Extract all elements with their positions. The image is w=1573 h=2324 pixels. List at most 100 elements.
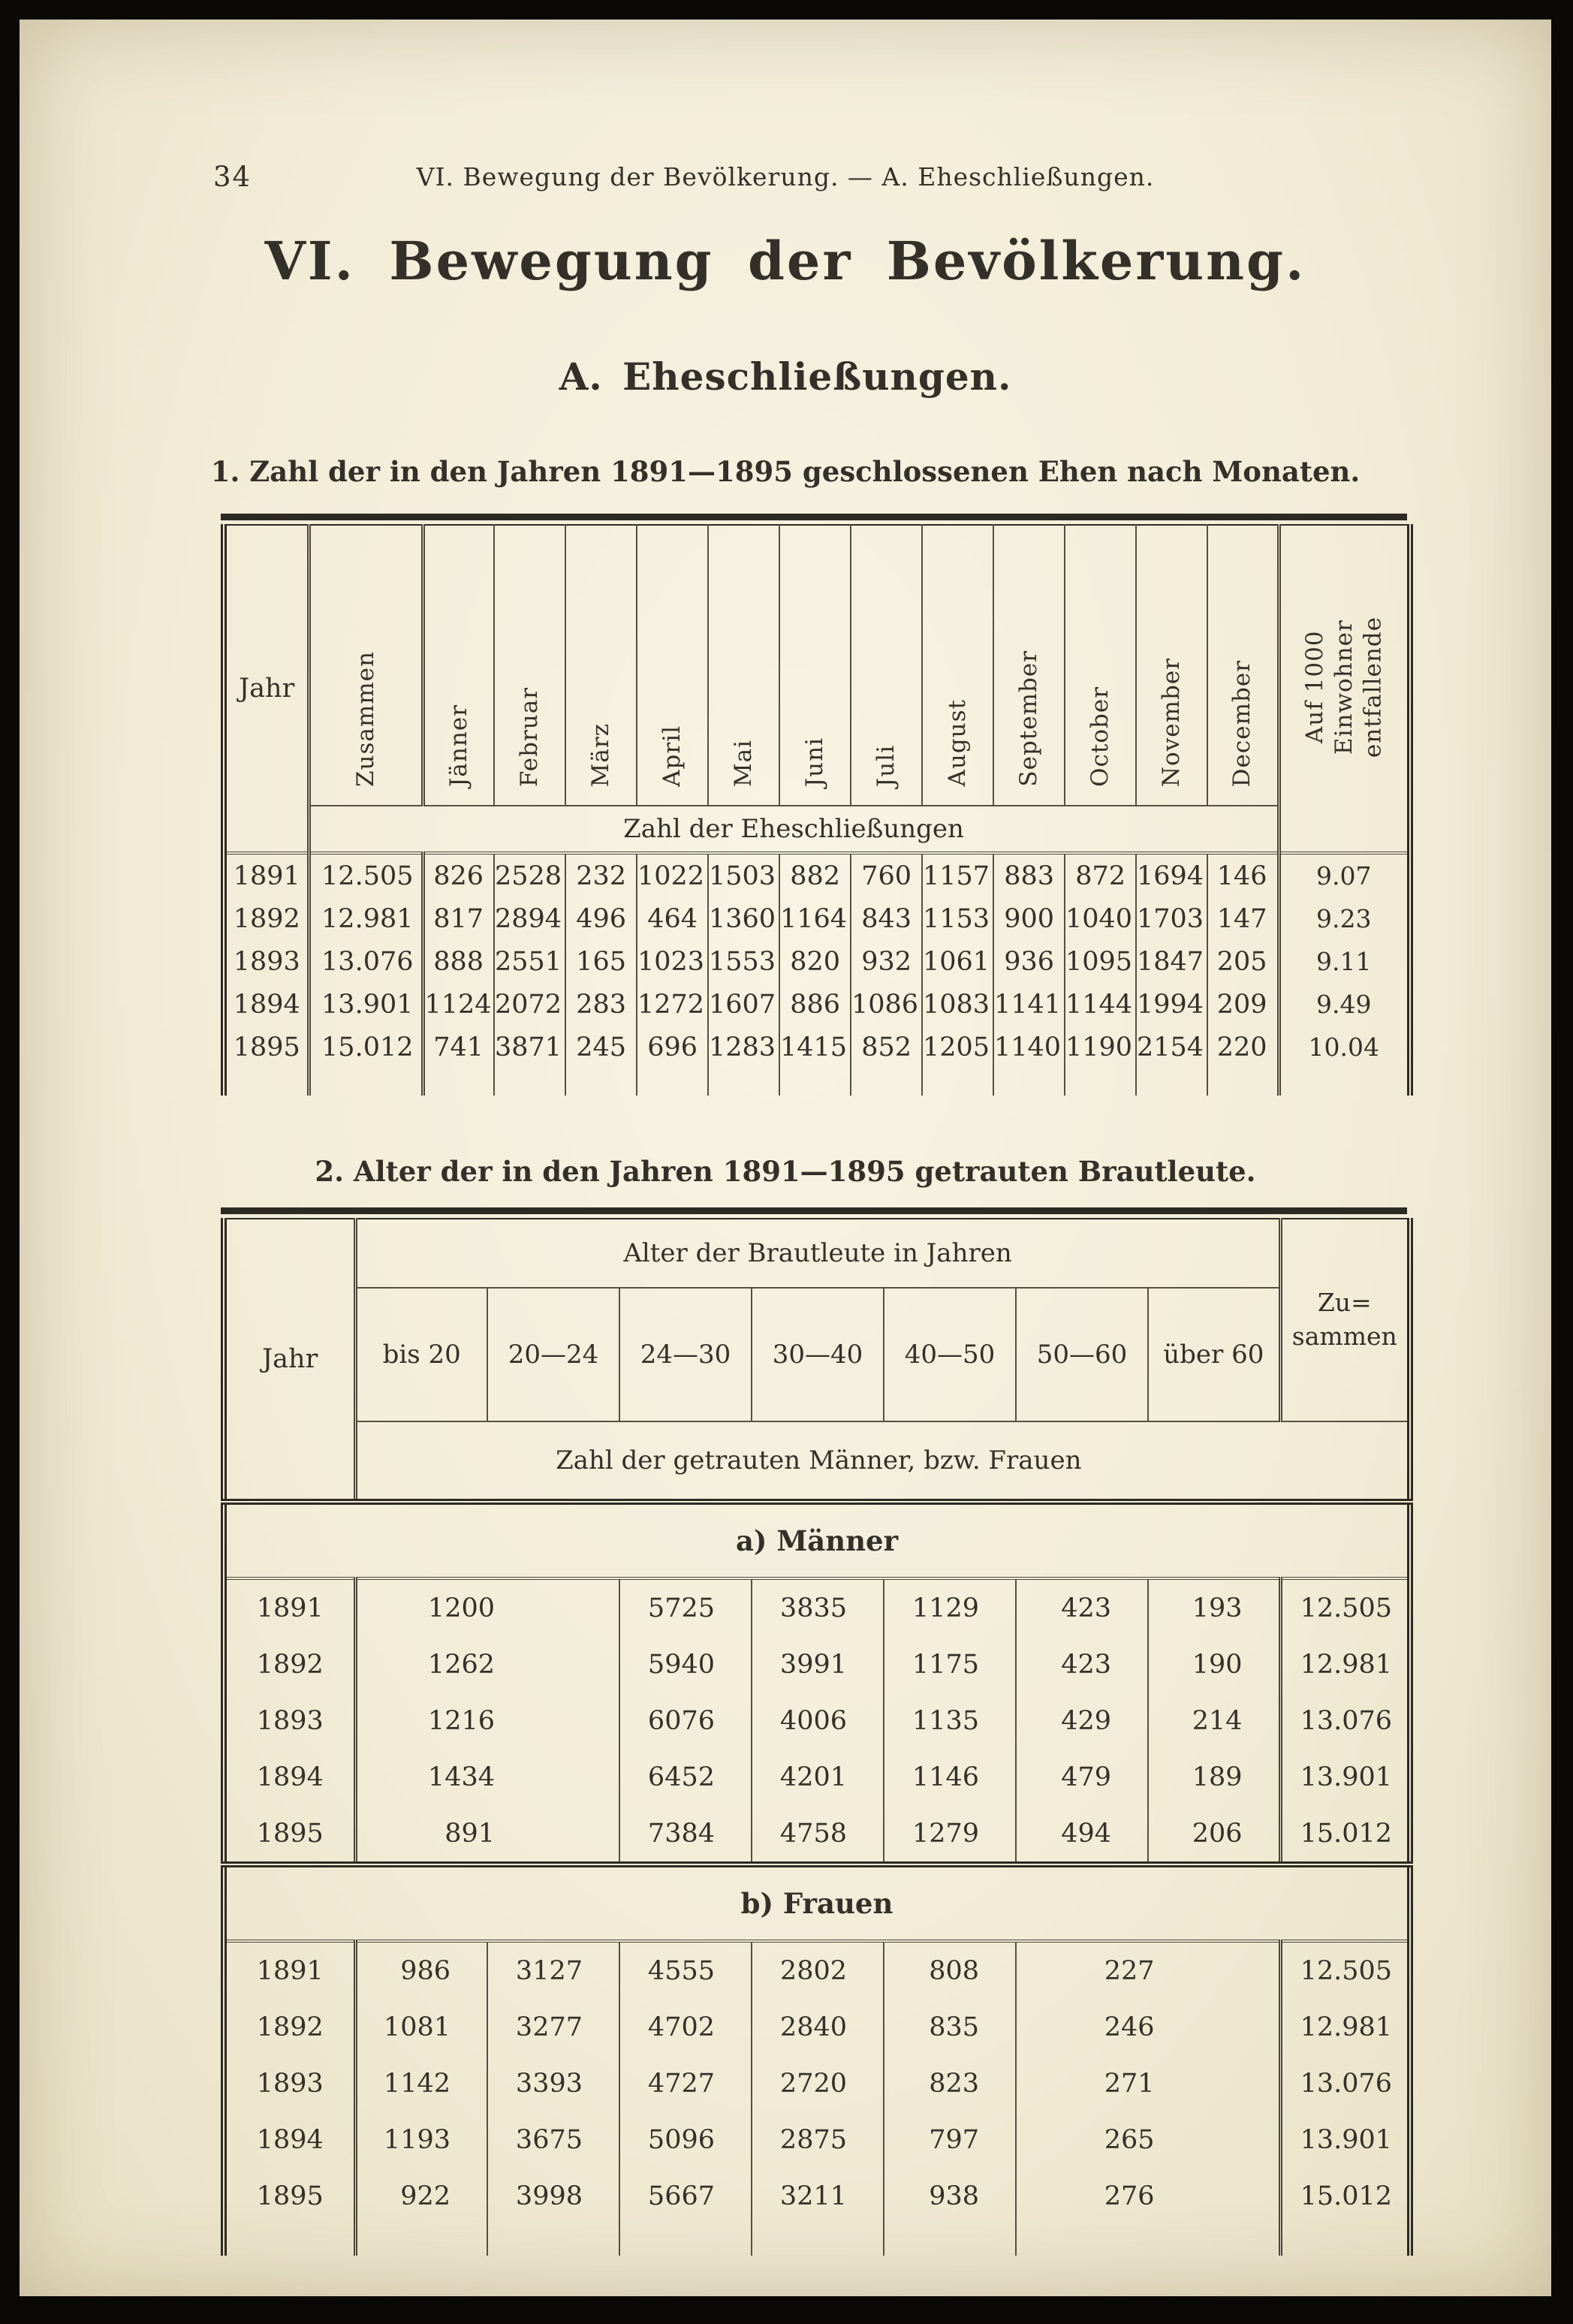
total-cell: 12.981 (306, 897, 423, 940)
rule-stub (707, 1069, 779, 1096)
year-cell: 1894 (233, 989, 300, 1020)
rotated-label: Juli (872, 744, 900, 787)
table-row: 1892 1081 3277 4702 2840 835 246 12.981 (224, 1999, 1411, 2055)
value-cell: 1193 (353, 2111, 487, 2168)
year-cell: 1895 (256, 1818, 324, 1849)
value-cell: 808 (883, 1941, 1016, 1999)
age-column-header: 40—50 (883, 1288, 1016, 1422)
value-cell: 1200 (353, 1578, 619, 1636)
rule-stub (883, 2224, 1016, 2256)
table-row: 1892 12.981 817 2894 496 464 1360 1164 8… (224, 897, 1410, 940)
group-header-age: Alter der Brautleute in Jahren (353, 1219, 1281, 1289)
rotated-label: März (587, 722, 615, 787)
value-cell: 1040 (1064, 897, 1136, 940)
value-cell: 1061 (921, 940, 993, 983)
value-cell: 1503 (707, 853, 779, 897)
age-column-header: 20—24 (487, 1288, 619, 1422)
table-age-of-brides-grooms: Jahr Alter der Brautleute in Jahren Zu= … (221, 1218, 1414, 2256)
value-cell: 1360 (707, 897, 779, 940)
value-cell: 214 (1147, 1693, 1281, 1749)
value-cell: 1146 (883, 1749, 1016, 1805)
rate-cell: 9.07 (1276, 853, 1410, 897)
column-header-mai: Mai (707, 525, 779, 806)
table-row: 1893 13.076 888 2551 165 1023 1553 820 9… (224, 940, 1410, 983)
rotated-label: December (1228, 659, 1256, 787)
column-header-maerz: März (565, 525, 637, 806)
age-column-header: 30—40 (751, 1288, 884, 1422)
value-cell: 1144 (1064, 983, 1136, 1026)
value-cell: 1607 (707, 983, 779, 1026)
rule-stub (779, 1069, 851, 1096)
value-cell: 232 (565, 853, 637, 897)
year-cell: 1893 (256, 1705, 324, 1736)
value-cell: 3871 (493, 1026, 565, 1069)
section-label: a) Männer (224, 1499, 1411, 1580)
table1-subheader-row: Zahl der Eheschließungen (224, 805, 1410, 855)
value-cell: 283 (565, 983, 637, 1026)
value-cell: 936 (993, 940, 1065, 983)
value-cell: 1153 (921, 897, 993, 940)
year-cell: 1895 (256, 2181, 324, 2211)
rule-stub (1276, 1069, 1410, 1096)
age-column-header: 50—60 (1015, 1288, 1148, 1422)
value-cell: 2072 (493, 983, 565, 1026)
year-cell: 1891 (233, 861, 300, 891)
year-cell: 1891 (256, 1955, 324, 1986)
value-cell: 147 (1207, 897, 1279, 940)
column-header-rate: Auf 1000 Einwohner entfallende (1276, 525, 1410, 855)
rule-stub (493, 1069, 565, 1096)
total-cell: 12.981 (1278, 1999, 1411, 2055)
value-cell: 3991 (751, 1636, 884, 1693)
total-cell: 13.901 (306, 983, 423, 1026)
value-cell: 3211 (751, 2168, 884, 2224)
value-cell: 4702 (619, 1999, 752, 2055)
value-cell: 2720 (751, 2055, 884, 2111)
value-cell: 7384 (619, 1805, 752, 1864)
value-cell: 6452 (619, 1749, 752, 1805)
value-cell: 1157 (921, 853, 993, 897)
table-row: 1891 12.505 826 2528 232 1022 1503 882 7… (224, 853, 1410, 897)
rotated-label: April (658, 725, 686, 787)
value-cell: 276 (1014, 2168, 1281, 2224)
rule-stub (224, 2224, 355, 2256)
value-cell: 1279 (883, 1805, 1016, 1864)
value-cell: 932 (850, 940, 922, 983)
value-cell: 835 (883, 1999, 1016, 2055)
value-cell: 4006 (751, 1693, 884, 1749)
value-cell: 271 (1014, 2055, 1281, 2111)
value-cell: 843 (850, 897, 922, 940)
rule-stub (636, 1069, 708, 1096)
column-header-jahr: Jahr (224, 525, 309, 855)
column-header-zusammen: Zusammen (306, 525, 423, 806)
value-cell: 741 (420, 1026, 494, 1069)
table1-subheader: Zahl der Eheschließungen (306, 805, 1279, 855)
value-cell: 760 (850, 853, 922, 897)
rule-stub (420, 1069, 494, 1096)
value-cell: 2154 (1135, 1026, 1207, 1069)
value-cell: 5725 (619, 1578, 752, 1636)
table-row: 1893 1142 3393 4727 2720 823 271 13.076 (224, 2055, 1411, 2111)
rule-stub (751, 2224, 884, 2256)
value-cell: 886 (779, 983, 851, 1026)
rotated-label: Juni (801, 737, 829, 787)
value-cell: 5940 (619, 1636, 752, 1693)
column-header-februar: Februar (493, 525, 565, 806)
value-cell: 4758 (751, 1805, 884, 1864)
column-header-zusammen: Zu= sammen (1278, 1219, 1411, 1421)
table-row: 1894 1434 6452 4201 1146 479 189 13.901 (224, 1749, 1411, 1805)
value-cell: 220 (1207, 1026, 1279, 1069)
value-cell: 494 (1015, 1805, 1148, 1864)
rule-stub (353, 2224, 487, 2256)
value-cell: 3675 (487, 2111, 619, 2168)
value-cell: 1023 (636, 940, 708, 983)
rotated-label: Jänner (444, 704, 472, 787)
value-cell: 3127 (487, 1941, 619, 1999)
rotated-label: November (1158, 657, 1186, 787)
rule-stub (993, 1069, 1065, 1096)
total-cell: 13.076 (1278, 2055, 1411, 2111)
table-row: 1894 1193 3675 5096 2875 797 265 13.901 (224, 2111, 1411, 2168)
year-cell: 1893 (233, 946, 300, 977)
rule-stub (1280, 1421, 1411, 1502)
value-cell: 1022 (636, 853, 708, 897)
